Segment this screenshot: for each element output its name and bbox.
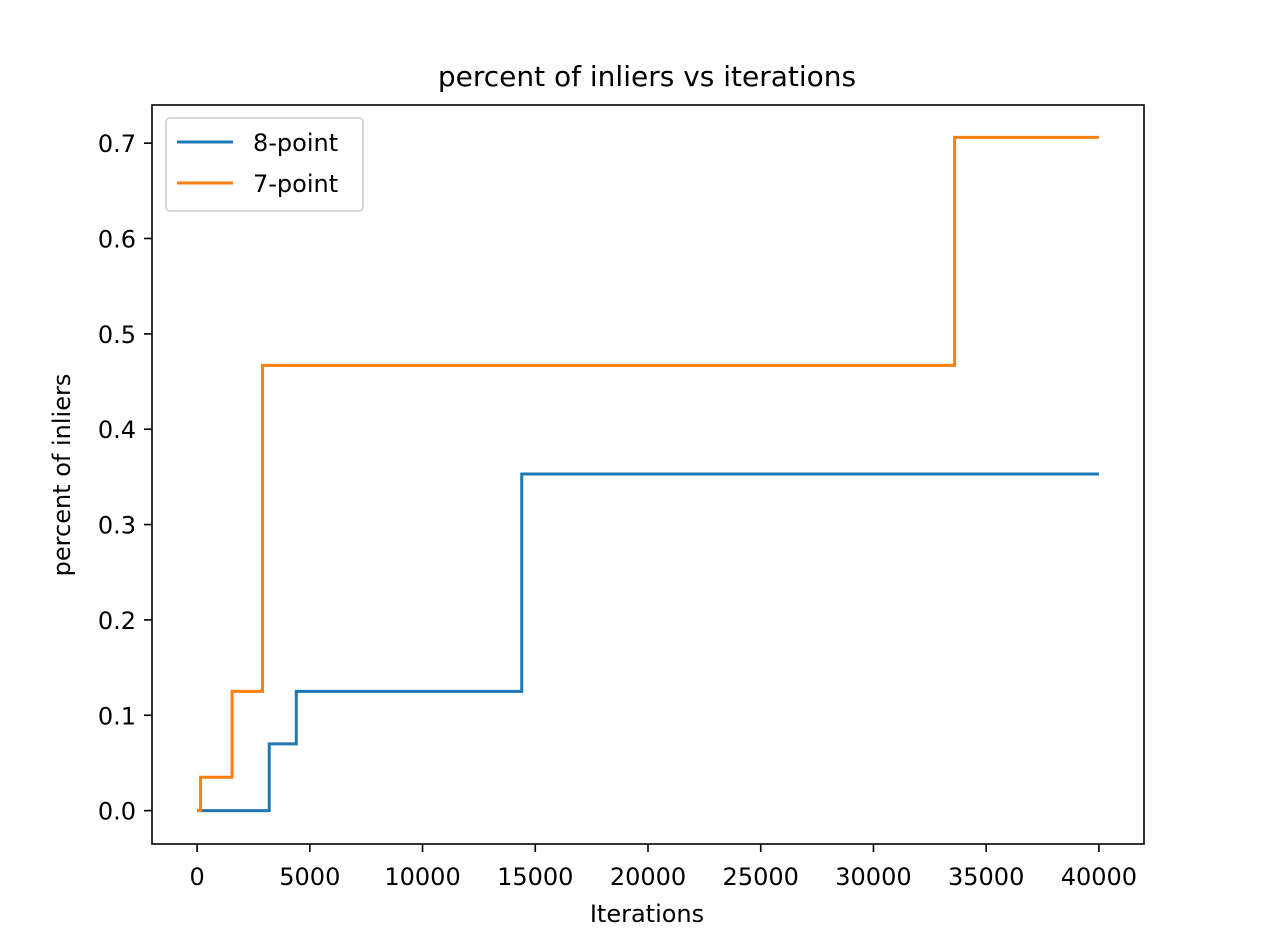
series-line-8-point: [197, 472, 1099, 813]
x-tick-label: 35000: [948, 863, 1024, 891]
chart-title: percent of inliers vs iterations: [438, 60, 856, 93]
y-axis-label: percent of inliers: [48, 374, 76, 577]
x-tick-label: 0: [189, 863, 204, 891]
x-axis: 0 5000 10000 15000 20000 25000 30000 35000 40000: [189, 844, 1137, 891]
x-tick-label: 10000: [384, 863, 460, 891]
y-tick-label: 0.2: [98, 607, 136, 635]
x-tick-label: 15000: [497, 863, 573, 891]
x-tick-label: 5000: [279, 863, 340, 891]
y-tick-label: 0.0: [98, 798, 136, 826]
legend: 8-point 7-point: [165, 117, 364, 212]
y-tick-label: 0.5: [98, 321, 136, 349]
x-tick-label: 20000: [610, 863, 686, 891]
y-tick-label: 0.7: [98, 130, 136, 158]
y-tick-label: 0.6: [98, 225, 136, 253]
legend-label-8-point: 8-point: [253, 129, 338, 157]
y-tick-label: 0.3: [98, 512, 136, 540]
y-tick-label: 0.1: [98, 702, 136, 730]
series-layer: [197, 135, 1099, 813]
y-tick-label: 0.4: [98, 416, 136, 444]
x-tick-label: 25000: [723, 863, 799, 891]
series-line-7-point: [197, 135, 1099, 813]
legend-label-7-point: 7-point: [253, 170, 338, 198]
y-axis: 0.0 0.1 0.2 0.3 0.4 0.5 0.6 0.7: [98, 130, 152, 826]
x-tick-label: 40000: [1061, 863, 1137, 891]
x-axis-label: Iterations: [590, 900, 704, 928]
x-tick-label: 30000: [835, 863, 911, 891]
